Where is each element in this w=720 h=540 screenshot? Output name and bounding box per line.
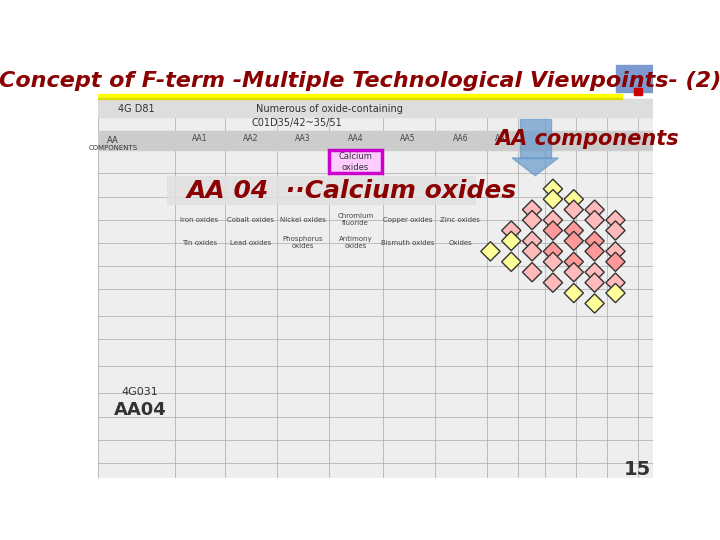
Polygon shape [544,190,562,209]
Bar [634,89,642,94]
Bar [167,176,476,205]
Polygon shape [564,262,583,282]
Text: Oxides: Oxides [449,240,472,246]
Text: 15: 15 [624,460,652,478]
Polygon shape [585,262,604,282]
Polygon shape [585,273,604,292]
Text: Antimony
oxides: Antimony oxides [338,237,372,249]
Text: Zinc oxides: Zinc oxides [441,217,480,222]
Text: AA components: AA components [496,129,680,148]
Text: AA: AA [107,137,119,145]
Polygon shape [606,284,625,303]
Polygon shape [564,231,583,251]
Bar [520,119,551,158]
Text: AA 04  ··Calcium oxides: AA 04 ··Calcium oxides [186,179,516,203]
Polygon shape [606,221,625,240]
Text: AA04: AA04 [114,401,166,420]
Text: Lead oxides: Lead oxides [230,240,271,246]
Text: COMPONENTS: COMPONENTS [89,145,138,151]
Polygon shape [564,221,583,240]
Text: Calcium
oxides: Calcium oxides [338,152,372,172]
Polygon shape [585,211,604,229]
Polygon shape [544,252,562,272]
Polygon shape [523,242,541,261]
Text: Concept of F-term -Multiple Technological Viewpoints- (2): Concept of F-term -Multiple Technologica… [0,71,720,91]
Text: Nickel oxides: Nickel oxides [280,217,325,222]
Text: Numerous of oxide-containing: Numerous of oxide-containing [256,104,402,114]
Text: Bismuth oxides: Bismuth oxides [381,240,435,246]
Text: 4G031: 4G031 [122,387,158,397]
Text: AA4: AA4 [348,134,363,143]
Polygon shape [544,211,562,229]
Bar [97,94,622,98]
Polygon shape [564,190,583,209]
Text: AA1: AA1 [192,134,207,143]
Text: Phosphorus
oxides: Phosphorus oxides [282,237,323,249]
Bar [329,150,382,173]
Polygon shape [606,252,625,272]
Polygon shape [502,231,521,251]
Text: Tin oxides: Tin oxides [182,240,217,246]
Polygon shape [544,221,562,240]
Bar [97,98,622,99]
Text: AA2: AA2 [243,134,258,143]
Polygon shape [512,158,558,176]
Polygon shape [606,211,625,229]
Text: Copper oxides: Copper oxides [383,217,433,222]
Text: Iron oxides: Iron oxides [180,217,218,222]
Polygon shape [523,231,541,251]
Text: C01D35/42~35/51: C01D35/42~35/51 [252,118,343,128]
Polygon shape [585,242,604,261]
Polygon shape [481,242,500,261]
Text: Chromium
fluoride: Chromium fluoride [337,213,374,226]
Polygon shape [544,179,562,199]
Polygon shape [606,273,625,292]
Bar [97,131,653,150]
Text: 4G D81: 4G D81 [118,104,154,114]
Polygon shape [544,273,562,292]
Bar [616,65,653,92]
Polygon shape [502,221,521,240]
Text: AA7: AA7 [495,134,510,143]
Polygon shape [585,294,604,313]
Polygon shape [502,252,521,272]
Polygon shape [523,211,541,229]
Text: AA3: AA3 [295,134,310,143]
Bar [97,99,653,117]
Text: AA5: AA5 [400,134,415,143]
Polygon shape [564,284,583,303]
Polygon shape [585,231,604,251]
Polygon shape [523,262,541,282]
Polygon shape [564,200,583,219]
Polygon shape [544,242,562,261]
Text: Cobalt oxides: Cobalt oxides [227,217,274,222]
Polygon shape [564,252,583,272]
Polygon shape [523,200,541,219]
Text: AA6: AA6 [452,134,468,143]
Polygon shape [606,242,625,261]
Polygon shape [585,200,604,219]
